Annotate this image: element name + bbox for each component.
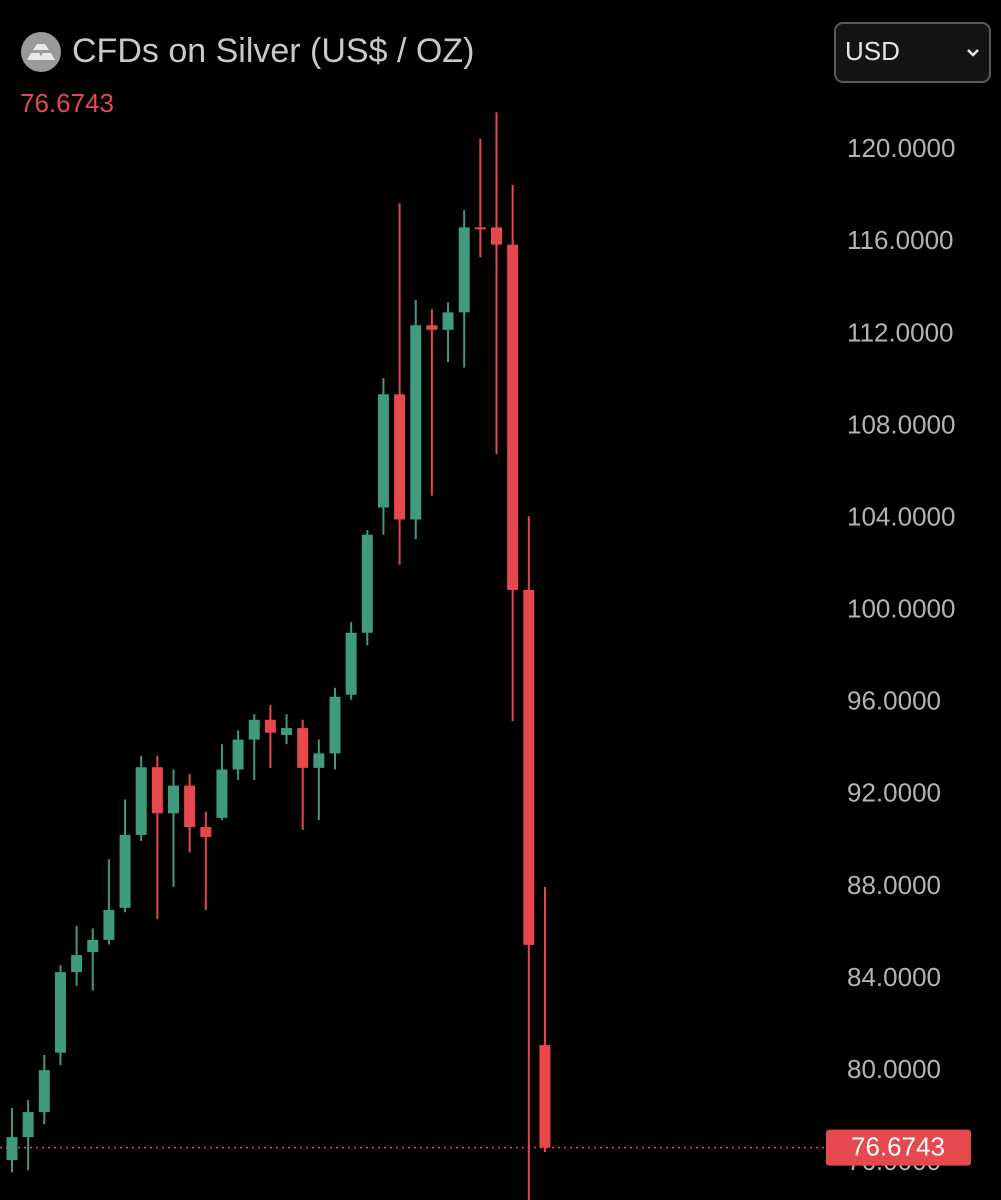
candle: [232, 730, 244, 780]
candle: [248, 714, 260, 780]
icon-circle: [21, 32, 61, 72]
candle: [38, 1054, 50, 1125]
y-tick-label: 100.0000: [847, 594, 955, 624]
candle-body: [539, 1045, 551, 1148]
candle: [539, 886, 551, 1153]
candle-body: [232, 739, 244, 770]
candle: [87, 928, 99, 991]
candle-body: [361, 534, 373, 633]
candle-body: [135, 767, 147, 835]
candle: [458, 210, 470, 368]
last-price-label-box: [826, 1129, 971, 1166]
candle-body: [216, 769, 228, 818]
candle-body: [442, 312, 454, 330]
y-tick-label: 112.0000: [847, 317, 954, 347]
candle-body: [491, 227, 502, 245]
last-price-label: 76.6743: [851, 1132, 945, 1162]
candle-body: [474, 227, 486, 230]
candle: [22, 1100, 34, 1171]
y-tick-label: 120.0000: [847, 133, 955, 163]
candle-body: [264, 719, 276, 733]
y-tick-label: 84.0000: [847, 962, 941, 992]
candle-body: [38, 1070, 50, 1113]
candle-body: [6, 1137, 18, 1161]
currency-select[interactable]: USD: [834, 22, 991, 83]
y-tick-label: 96.0000: [847, 686, 941, 716]
candle: [281, 714, 293, 745]
y-tick-label: 108.0000: [847, 409, 955, 439]
candle-body: [523, 589, 535, 945]
candle-body: [377, 394, 389, 508]
candle-body: [87, 939, 99, 953]
candle-body: [71, 955, 83, 973]
candle: [442, 302, 454, 363]
select-value[interactable]: USD: [845, 36, 900, 66]
candle: [523, 516, 535, 1200]
y-tick-label: 116.0000: [847, 225, 954, 255]
candle-body: [54, 972, 66, 1053]
plot-area: 76.000080.000084.000088.000092.000096.00…: [0, 112, 971, 1200]
candle-body: [297, 728, 309, 768]
candle-body: [313, 753, 325, 768]
candle: [329, 687, 341, 770]
candle: [168, 769, 179, 887]
candle: [135, 755, 147, 841]
candle-body: [103, 909, 115, 940]
candle: [184, 774, 196, 853]
candle: [54, 965, 66, 1066]
symbol-icon: [21, 32, 61, 72]
candle-body: [329, 696, 341, 754]
candle-body: [281, 728, 293, 735]
candle: [200, 811, 212, 910]
chart-title: CFDs on Silver (US$ / OZ): [72, 32, 474, 70]
y-tick-label: 80.0000: [847, 1054, 941, 1084]
candle: [313, 739, 325, 821]
candle: [426, 309, 438, 496]
candle: [491, 112, 502, 455]
last-price-header: 76.6743: [20, 88, 114, 118]
y-tick-label: 92.0000: [847, 778, 941, 808]
icon-bars: [27, 44, 55, 60]
candle: [103, 859, 115, 945]
chevron: [967, 49, 979, 57]
candle: [264, 705, 276, 768]
candle: [297, 719, 309, 830]
candle-body: [22, 1112, 34, 1138]
candle-body: [345, 632, 357, 695]
candle: [119, 799, 131, 913]
candle-body: [248, 719, 260, 740]
candle: [377, 378, 389, 535]
candle-body: [184, 785, 196, 828]
candle: [361, 530, 373, 646]
candle-body: [426, 325, 438, 330]
candle-body: [168, 785, 179, 814]
candle-body: [394, 394, 406, 520]
candle: [6, 1108, 18, 1173]
select-box[interactable]: [834, 22, 991, 83]
y-tick-label: 88.0000: [847, 870, 941, 900]
y-tick-label: 104.0000: [847, 501, 955, 531]
candle-body: [410, 325, 422, 520]
candle: [394, 203, 406, 565]
candle: [410, 299, 422, 540]
candle-body: [507, 244, 519, 590]
candle: [71, 926, 83, 986]
candle-body: [119, 834, 131, 908]
candle: [151, 755, 163, 920]
candle: [216, 744, 228, 821]
candle-body: [200, 827, 212, 837]
candle: [345, 622, 357, 700]
candle: [474, 138, 486, 258]
candle-body: [151, 767, 163, 814]
candle-body: [458, 227, 470, 313]
candle: [507, 184, 519, 722]
